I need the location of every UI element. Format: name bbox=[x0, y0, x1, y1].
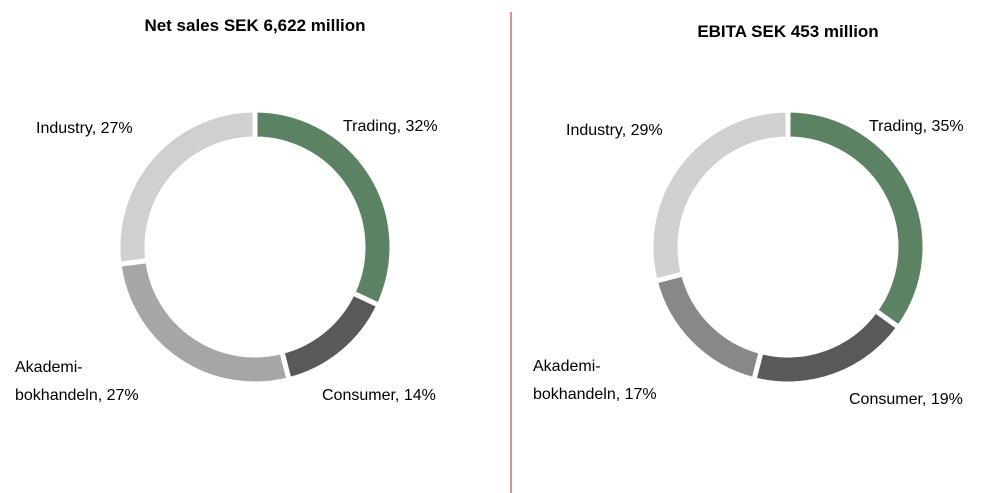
donut-segment bbox=[785, 107, 928, 332]
donut-segment bbox=[652, 270, 765, 383]
data-label-line: Consumer, 14% bbox=[322, 387, 436, 404]
data-label: Consumer, 19% bbox=[849, 391, 963, 408]
data-label-line: bokhandeln, 27% bbox=[15, 387, 139, 404]
donut-segment bbox=[252, 107, 395, 309]
data-label: Trading, 32% bbox=[343, 118, 438, 135]
donut-segment bbox=[648, 107, 791, 285]
data-label-line: Industry, 27% bbox=[36, 120, 133, 137]
donut-segment bbox=[278, 289, 383, 383]
chart-title: Net sales SEK 6,622 million bbox=[144, 16, 365, 35]
data-label: Consumer, 14% bbox=[322, 387, 436, 404]
data-label: Trading, 35% bbox=[869, 118, 964, 135]
data-label-line: Trading, 32% bbox=[343, 118, 438, 135]
chart-title: EBITA SEK 453 million bbox=[697, 22, 878, 41]
donut-segment bbox=[750, 306, 903, 387]
data-label: Akademi-bokhandeln, 17% bbox=[533, 358, 657, 403]
donut-segment bbox=[115, 107, 258, 267]
data-label-line: bokhandeln, 17% bbox=[533, 386, 657, 403]
data-label: Industry, 29% bbox=[566, 122, 663, 139]
data-label: Akademi-bokhandeln, 27% bbox=[15, 359, 139, 404]
data-label: Industry, 27% bbox=[36, 120, 133, 137]
data-label-line: Akademi- bbox=[533, 358, 601, 375]
data-label-line: Consumer, 19% bbox=[849, 391, 963, 408]
donut-segment bbox=[116, 257, 293, 387]
data-label-line: Akademi- bbox=[15, 359, 83, 376]
data-label-line: Industry, 29% bbox=[566, 122, 663, 139]
data-label-line: Trading, 35% bbox=[869, 118, 964, 135]
